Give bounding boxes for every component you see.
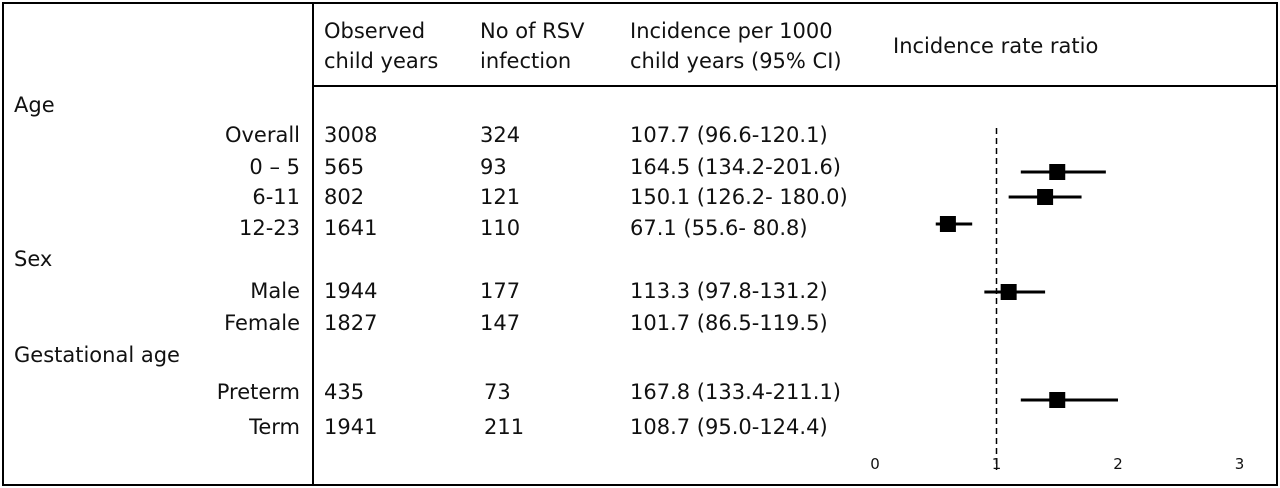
x-tick-label: 0 [870, 455, 880, 473]
forest-plot [935, 128, 1118, 470]
cell-infections: 73 [484, 380, 511, 404]
header-observed: Observed child years [324, 19, 439, 73]
cell-incidence: 164.5 (134.2-201.6) [630, 155, 841, 179]
x-tick-label: 3 [1234, 455, 1245, 473]
cell-infections: 93 [480, 155, 507, 179]
cell-incidence: 108.7 (95.0-124.4) [630, 415, 828, 439]
estimate-marker [1000, 284, 1017, 300]
cell-observed: 1827 [324, 311, 378, 335]
cell-observed: 435 [324, 380, 365, 404]
estimate-marker [1049, 164, 1066, 180]
cell-observed: 3008 [324, 123, 378, 147]
cell-incidence: 101.7 (86.5-119.5) [630, 311, 828, 335]
cell-observed: 1641 [324, 216, 378, 240]
estimate-marker [1037, 189, 1054, 205]
cell-observed: 802 [324, 185, 365, 209]
x-tick-label: 1 [991, 455, 1002, 473]
row-label: Female [224, 311, 300, 335]
cell-infections: 211 [484, 415, 525, 439]
row-label: 6-11 [252, 185, 300, 209]
x-tick-label: 2 [1113, 455, 1123, 473]
cell-incidence: 113.3 (97.8-131.2) [630, 279, 828, 303]
cell-incidence: 107.7 (96.6-120.1) [630, 123, 828, 147]
cell-infections: 177 [480, 279, 521, 303]
row-label: Term [249, 415, 300, 439]
row-label: 12-23 [238, 216, 300, 240]
header-incidence: Incidence per 1000 child years (95% CI) [630, 19, 842, 73]
header-irr: Incidence rate ratio [893, 34, 1099, 58]
row-label: Male [250, 279, 300, 303]
cell-infections: 147 [480, 311, 521, 335]
cell-infections: 324 [480, 123, 521, 147]
group-label-gestational-age: Gestational age [14, 343, 180, 367]
estimate-marker [939, 216, 956, 232]
cell-incidence: 150.1 (126.2- 180.0) [630, 185, 848, 209]
cell-infections: 110 [480, 216, 521, 240]
group-label-sex: Sex [14, 247, 53, 271]
row-label: Preterm [216, 380, 300, 404]
cell-incidence: 67.1 (55.6- 80.8) [630, 216, 808, 240]
group-label-age: Age [14, 93, 55, 117]
cell-observed: 1941 [324, 415, 378, 439]
cell-observed: 565 [324, 155, 365, 179]
cell-observed: 1944 [324, 279, 378, 303]
cell-infections: 121 [480, 185, 521, 209]
header-infections: No of RSV infection [480, 19, 585, 73]
cell-incidence: 167.8 (133.4-211.1) [630, 380, 841, 404]
row-label: Overall [224, 123, 300, 147]
estimate-marker [1049, 392, 1066, 408]
row-label: 0 – 5 [249, 155, 300, 179]
